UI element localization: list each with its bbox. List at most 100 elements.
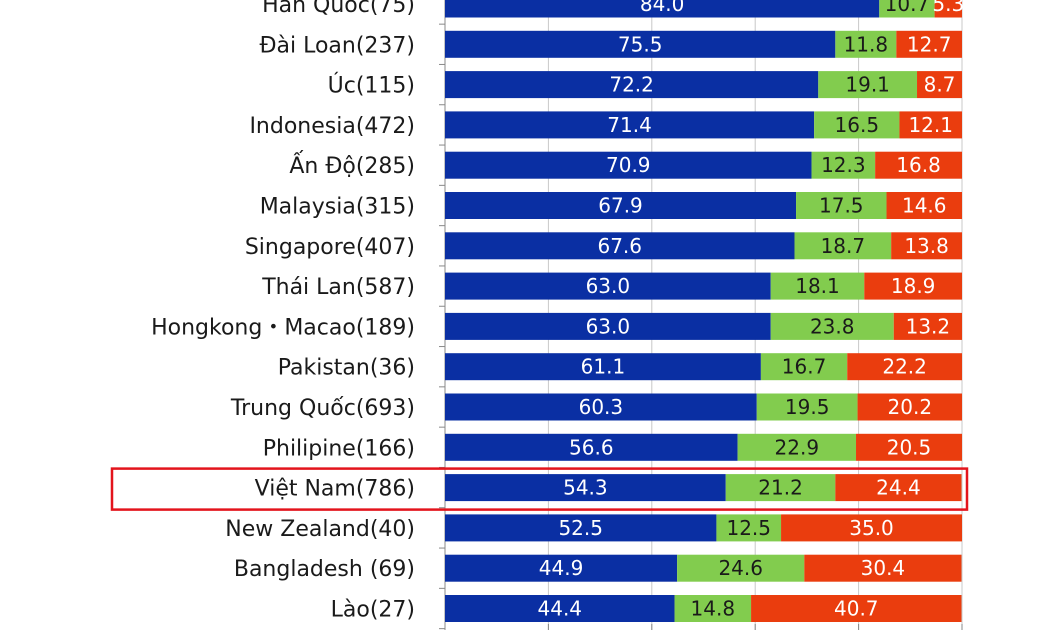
data-label: 67.6 (597, 234, 642, 258)
bar-segment (445, 111, 815, 139)
data-label: 44.9 (539, 556, 584, 580)
bar-segment (674, 595, 752, 622)
data-label: 30.4 (861, 556, 906, 580)
bar-segment (677, 554, 805, 582)
bar-segment (445, 71, 819, 99)
data-label: 84.0 (640, 0, 685, 16)
data-label: 16.7 (782, 355, 827, 379)
bar-segment (875, 151, 962, 179)
data-label: 16.5 (835, 113, 880, 137)
data-label: 12.7 (907, 32, 952, 56)
bar-segment (445, 192, 797, 219)
data-label: 67.9 (598, 194, 643, 218)
bar-segment (899, 111, 962, 139)
bar-segment (737, 433, 857, 461)
bar-segment (756, 393, 858, 421)
data-label: 5.3 (932, 0, 964, 16)
data-label: 18.7 (821, 234, 866, 258)
highlight-box-layer (110, 467, 969, 511)
bar-segment (835, 474, 962, 502)
category-label: Malaysia(315) (260, 195, 415, 220)
bar-segment (814, 111, 900, 139)
data-label: 16.8 (896, 153, 941, 177)
data-label: 21.2 (758, 476, 803, 500)
category-label: Hongkong・Macao(189) (151, 315, 415, 340)
data-label: 14.6 (902, 194, 947, 218)
bar-segment (445, 272, 771, 300)
bar-segment (445, 474, 726, 502)
category-label: Pakistan(36) (278, 356, 415, 381)
data-label: 10.7 (885, 0, 930, 16)
data-label: 19.1 (845, 73, 890, 97)
bar-segment (811, 151, 876, 179)
data-label: 44.4 (538, 597, 583, 621)
data-label: 72.2 (609, 73, 654, 97)
bar-segment (796, 192, 887, 219)
bar-segment (445, 232, 795, 260)
category-label: Singapore(407) (245, 235, 415, 260)
data-label: 71.4 (607, 113, 652, 137)
data-label: 14.8 (691, 597, 736, 621)
data-label: 12.3 (821, 153, 866, 177)
data-label: 13.2 (906, 314, 951, 338)
data-label: 22.2 (882, 355, 927, 379)
bar-segment (804, 554, 962, 582)
data-label: 11.8 (844, 32, 889, 56)
data-label: 18.9 (891, 274, 936, 298)
data-label: 17.5 (819, 194, 864, 218)
bar-segment (891, 232, 962, 260)
data-label: 60.3 (579, 395, 624, 419)
bar-segment (818, 71, 918, 99)
data-label: 20.5 (887, 435, 932, 459)
data-label: 20.2 (888, 395, 933, 419)
bar-segment (751, 595, 962, 622)
bar-segment (445, 0, 880, 18)
bar-segment (896, 30, 962, 58)
bar-segment (893, 312, 962, 340)
bar-segment (445, 353, 761, 381)
data-label: 12.5 (726, 516, 771, 540)
category-label: Bangladesh (69) (234, 557, 415, 582)
category-label: Philipine(166) (263, 436, 415, 461)
data-label: 52.5 (558, 516, 603, 540)
category-label: New Zealand(40) (225, 517, 415, 542)
bar-segment (445, 433, 738, 461)
data-label: 63.0 (586, 274, 631, 298)
category-label: Úc(115) (328, 73, 415, 99)
category-label: Hàn Quốc(75) (262, 0, 415, 18)
data-label: 61.1 (581, 355, 626, 379)
bar-segment (445, 30, 836, 58)
bar-segment (445, 514, 717, 542)
data-label: 63.0 (586, 314, 631, 338)
bar-segment (917, 71, 962, 99)
bar-segment (781, 514, 962, 542)
bar-segment (886, 192, 962, 219)
bar-segment (864, 272, 962, 300)
bar-segment (835, 30, 897, 58)
chart-bars: 84.0 10.7 5.3 75.5 11.8 12.7 72.2 19.1 8.7 71.4 16… (445, 0, 964, 622)
data-label: 23.8 (810, 314, 855, 338)
bar-segment (879, 0, 935, 18)
bar-segment (760, 353, 848, 381)
data-label: 56.6 (569, 435, 614, 459)
category-label: Ấn Độ(285) (289, 151, 415, 179)
data-label: 40.7 (834, 597, 879, 621)
bar-segment (716, 514, 782, 542)
bar-segment (857, 393, 962, 421)
data-label: 19.5 (785, 395, 830, 419)
data-label: 18.1 (795, 274, 840, 298)
category-labels: Hàn Quốc(75) Đài Loan(237) Úc(115) Indonesi… (151, 0, 415, 623)
data-label: 22.9 (775, 435, 820, 459)
bar-segment (934, 0, 962, 18)
bar-segment (445, 554, 678, 582)
bar-segment (794, 232, 892, 260)
data-label: 24.4 (876, 476, 921, 500)
data-label: 70.9 (606, 153, 651, 177)
data-label: 12.1 (908, 113, 953, 137)
category-label: Lào(27) (331, 598, 415, 623)
bar-segment (770, 272, 865, 300)
category-label: Việt Nam(786) (255, 477, 415, 502)
bar-segment (770, 312, 894, 340)
bar-segment (445, 151, 812, 179)
